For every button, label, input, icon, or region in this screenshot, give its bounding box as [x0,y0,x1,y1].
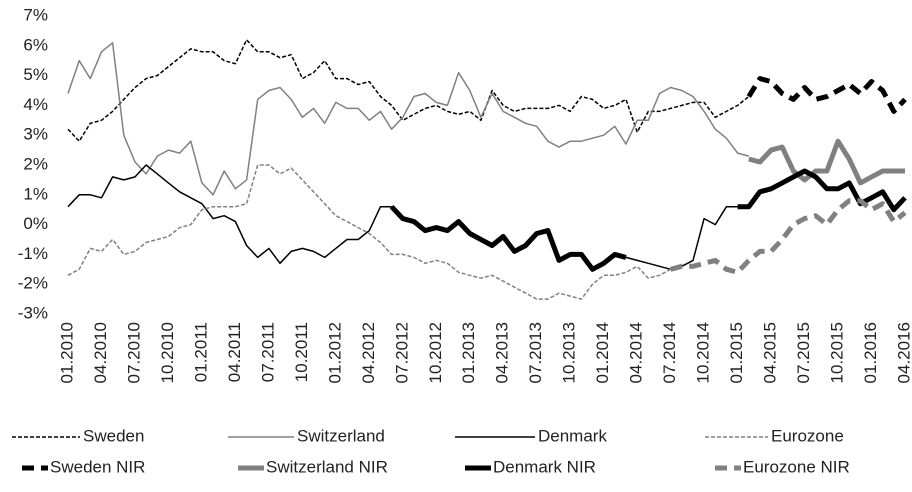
legend-label: Eurozone NIR [743,457,850,476]
x-tick-label: 04.2012 [359,322,378,383]
series-line [748,138,905,186]
x-tick-label: 10.2013 [560,322,579,383]
series-line [746,76,907,114]
x-tick-label: 01.2012 [325,322,344,383]
x-tick-label: 04.2011 [225,322,244,382]
y-tick-label: -1% [18,244,48,263]
x-tick-label: 01.2016 [861,322,880,383]
y-tick-label: 7% [23,5,48,24]
legend-label: Sweden [83,426,144,445]
x-tick-label: 01.2011 [191,322,210,382]
y-tick-label: -2% [18,274,48,293]
x-tick-label: 01.2015 [727,322,746,383]
x-tick-label: 10.2012 [426,322,445,383]
legend-label: Sweden NIR [50,457,145,476]
y-tick-label: 4% [23,95,48,114]
x-tick-label: 01.2010 [57,322,76,383]
legend-label: Switzerland [297,426,385,445]
legend-label: Denmark [538,426,607,445]
series-line [669,198,907,275]
x-tick-label: 04.2016 [894,322,912,383]
y-tick-label: 3% [23,125,48,144]
series-line [67,164,671,300]
legend-label: Eurozone [771,426,844,445]
x-tick-label: 10.2010 [158,322,177,383]
y-tick-label: 6% [23,35,48,54]
y-tick-label: -3% [18,303,48,322]
x-tick-label: 01.2013 [459,322,478,383]
y-tick-label: 0% [23,214,48,233]
x-tick-label: 04.2010 [91,322,110,383]
x-tick-label: 07.2012 [392,322,411,383]
x-tick-label: 04.2014 [627,322,646,383]
x-tick-label: 01.2014 [593,322,612,383]
series-line [67,39,750,142]
x-tick-label: 10.2014 [694,322,713,383]
x-tick-label: 07.2010 [124,322,143,383]
x-tick-label: 07.2011 [258,322,277,382]
legend-label: Switzerland NIR [266,457,388,476]
x-tick-label: 07.2014 [660,322,679,383]
y-tick-label: 1% [23,184,48,203]
series-line [389,168,907,272]
x-tick-label: 04.2013 [493,322,512,383]
x-tick-label: 04.2015 [761,322,780,383]
y-tick-label: 5% [23,65,48,84]
legend-label: Denmark NIR [493,457,596,476]
x-tick-label: 10.2015 [828,322,847,383]
x-tick-label: 07.2015 [794,322,813,383]
x-tick-label: 10.2011 [292,322,311,382]
series-line [67,42,749,196]
x-tick-label: 07.2013 [526,322,545,383]
y-tick-label: 2% [23,154,48,173]
